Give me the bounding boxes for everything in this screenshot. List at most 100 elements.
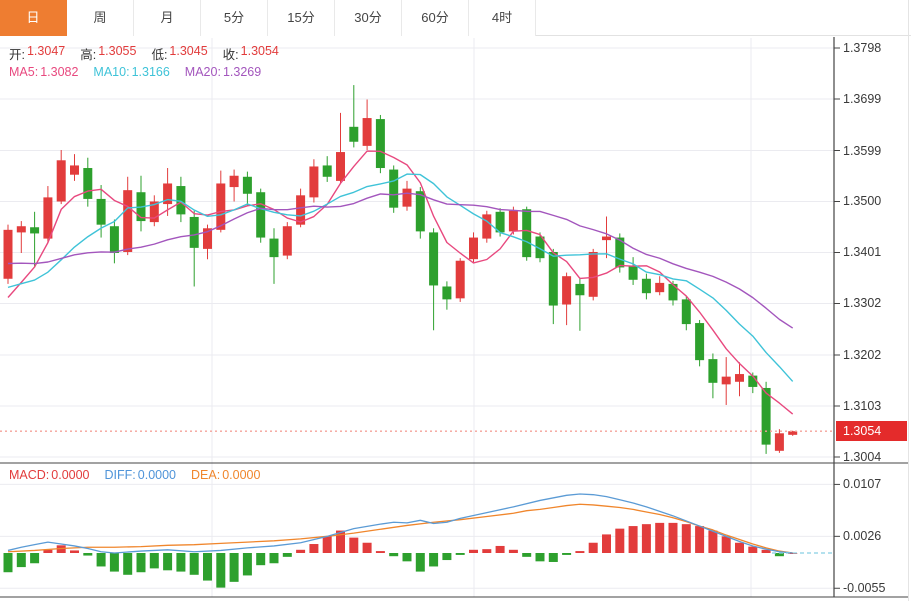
tab-15min[interactable]: 15分 (268, 0, 335, 36)
candle-body (389, 169, 399, 208)
macd-bar (522, 553, 532, 557)
legend-item-macd: MACD: 0.0000 (9, 468, 90, 482)
candle-body (641, 278, 651, 294)
macd-bar (548, 553, 558, 562)
macd-bar (761, 549, 771, 553)
macd-bar (602, 534, 611, 553)
tab-day[interactable]: 日 (0, 0, 67, 36)
candle-body (16, 226, 26, 233)
macd-bar (735, 542, 744, 553)
candle-body (695, 323, 705, 361)
macd-bar (482, 549, 492, 553)
ohlc-legend: 开: 1.3047 高: 1.3055 低: 1.3045 收: 1.3054 (9, 43, 294, 62)
candle-body (588, 251, 598, 297)
diff-line (7, 493, 793, 554)
macd-tick-label: 0.0107 (843, 477, 882, 492)
macd-bar (163, 553, 173, 571)
macd-bar (695, 526, 705, 553)
candle-body (548, 251, 558, 306)
candle-body (495, 211, 505, 233)
legend-item-ma10: MA10: 1.3166 (93, 65, 170, 79)
panel-right-edge (908, 0, 909, 601)
macd-bar (109, 553, 119, 572)
candle-body (761, 387, 771, 445)
macd-bar (535, 553, 545, 562)
candle-body (522, 209, 532, 258)
candle-body (469, 237, 478, 260)
candle-body (123, 190, 133, 252)
price-tick-label: 1.3401 (843, 245, 882, 260)
tab-week[interactable]: 周 (67, 0, 134, 36)
macd-bar (123, 553, 133, 575)
macd-bar (655, 522, 665, 553)
candle-body (429, 232, 439, 286)
legend-item-ma20: MA20: 1.3269 (184, 65, 262, 79)
macd-bar (322, 536, 332, 553)
candle-body (402, 188, 412, 207)
candle-body (415, 191, 425, 232)
macd-bar (176, 553, 186, 572)
candle-body (96, 198, 106, 225)
macd-tick-label: 0.0026 (843, 529, 882, 544)
candle-body (735, 374, 744, 382)
candle-body (70, 165, 79, 175)
price-tick-label: 1.3103 (843, 398, 882, 413)
candle-body (216, 183, 226, 230)
macd-bar (455, 553, 465, 555)
candle-body (56, 160, 66, 202)
price-tick-label: 1.3302 (843, 296, 882, 311)
macd-bar (402, 553, 412, 562)
tab-month[interactable]: 月 (134, 0, 201, 36)
ma-legend: MA5: 1.3082 MA10: 1.3166 MA20: 1.3269 (9, 64, 276, 80)
legend-item-low: 低: 1.3045 (151, 43, 208, 62)
ma10-line (7, 173, 794, 382)
macd-bar (641, 524, 651, 553)
macd-bar (508, 549, 518, 553)
macd-bar (43, 549, 53, 553)
macd-bar (429, 553, 439, 567)
ma20-line (7, 192, 794, 329)
candle-body (708, 359, 718, 383)
macd-bar (575, 551, 585, 553)
candle-body (349, 126, 359, 142)
current-price-badge: 1.3054 (836, 421, 907, 442)
macd-tick-label: -0.0055 (843, 581, 886, 596)
macd-bar (681, 524, 691, 553)
candle-body (282, 226, 292, 256)
macd-bar (30, 553, 40, 564)
macd-bar (389, 553, 399, 557)
candle-body (655, 282, 665, 293)
ma5-line (7, 150, 794, 415)
tab-4hour[interactable]: 4时 (469, 0, 536, 36)
candle-body (482, 214, 492, 239)
candle-body (149, 201, 159, 223)
macd-bar (309, 544, 319, 553)
macd-bar (336, 530, 345, 553)
tab-30min[interactable]: 30分 (335, 0, 402, 36)
macd-bar (708, 530, 718, 553)
candle-body (442, 286, 452, 300)
macd-bar (189, 553, 199, 575)
tab-60min[interactable]: 60分 (402, 0, 469, 36)
macd-legend: MACD: 0.0000 DIFF: 0.0000 DEA: 0.0000 (9, 467, 275, 483)
price-tick-label: 1.3798 (843, 41, 882, 55)
candle-body (615, 237, 625, 268)
candle-body (109, 226, 119, 254)
macd-bar (229, 553, 239, 582)
price-tick-label: 1.3599 (843, 143, 882, 158)
macd-bar (415, 553, 425, 572)
tab-5min[interactable]: 5分 (201, 0, 268, 36)
macd-bar (96, 553, 106, 567)
macd-bar (375, 551, 385, 553)
macd-bar (242, 553, 252, 576)
macd-bar (615, 528, 625, 553)
macd-bar (774, 553, 784, 557)
macd-bar (588, 542, 598, 553)
candle-body (562, 276, 572, 305)
candle-body (455, 260, 465, 299)
candle-body (748, 375, 758, 387)
macd-bar (282, 553, 292, 557)
macd-bar (495, 545, 505, 553)
legend-item-open: 开: 1.3047 (9, 43, 66, 62)
